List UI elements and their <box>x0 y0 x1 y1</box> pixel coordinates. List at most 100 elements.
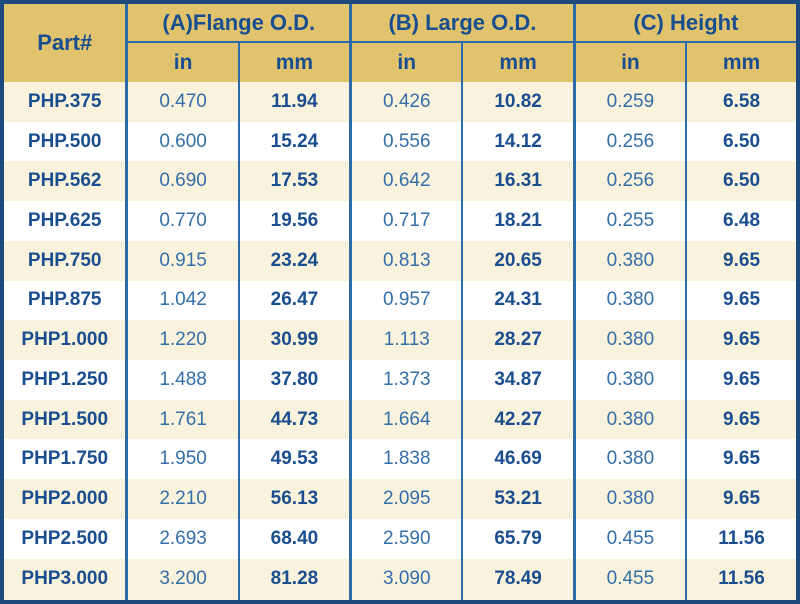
cell-part: PHP1.500 <box>2 399 127 440</box>
cell-a-mm: 23.24 <box>237 240 351 281</box>
cell-a-mm: 26.47 <box>237 280 351 321</box>
cell-b-in: 1.664 <box>349 399 463 440</box>
cell-part: PHP1.000 <box>2 320 127 361</box>
unit-header-c-in: in <box>572 42 687 82</box>
cell-a-in: 1.042 <box>125 280 239 321</box>
cell-c-mm: 9.65 <box>685 280 798 321</box>
cell-b-in: 0.556 <box>349 121 463 162</box>
cell-c-in: 0.380 <box>572 479 687 519</box>
cell-a-mm: 49.53 <box>237 439 351 480</box>
cell-b-in: 0.642 <box>349 161 463 202</box>
cell-c-mm: 9.65 <box>685 360 798 400</box>
unit-header-c-mm: mm <box>685 42 798 82</box>
cell-c-in: 0.259 <box>572 82 687 122</box>
unit-header-b-mm: mm <box>461 42 575 82</box>
column-group-height: (C) Height <box>572 2 798 43</box>
cell-part: PHP.625 <box>2 201 127 241</box>
cell-c-in: 0.380 <box>572 399 687 440</box>
cell-a-in: 2.210 <box>125 479 239 519</box>
cell-c-mm: 11.56 <box>685 518 798 559</box>
table-header: Part# (A)Flange O.D. (B) Large O.D. (C) … <box>2 2 798 82</box>
cell-a-mm: 11.94 <box>237 82 351 122</box>
cell-part: PHP1.250 <box>2 360 127 400</box>
cell-c-mm: 6.48 <box>685 201 798 241</box>
cell-part: PHP.500 <box>2 121 127 162</box>
cell-b-mm: 65.79 <box>461 518 575 559</box>
cell-c-in: 0.380 <box>572 320 687 361</box>
cell-a-mm: 81.28 <box>237 558 351 602</box>
cell-b-in: 1.373 <box>349 360 463 400</box>
cell-c-in: 0.255 <box>572 201 687 241</box>
table-row: PHP.562 0.690 17.53 0.642 16.31 0.256 6.… <box>2 161 798 202</box>
cell-b-mm: 18.21 <box>461 201 575 241</box>
cell-part: PHP1.750 <box>2 439 127 480</box>
cell-b-in: 2.590 <box>349 518 463 559</box>
cell-b-mm: 46.69 <box>461 439 575 480</box>
table-row: PHP3.000 3.200 81.28 3.090 78.49 0.455 1… <box>2 558 798 602</box>
cell-b-in: 1.838 <box>349 439 463 480</box>
cell-a-in: 2.693 <box>125 518 239 559</box>
unit-header-a-mm: mm <box>237 42 351 82</box>
cell-a-in: 1.220 <box>125 320 239 361</box>
column-header-part: Part# <box>2 2 127 82</box>
cell-b-mm: 34.87 <box>461 360 575 400</box>
cell-a-in: 1.761 <box>125 399 239 440</box>
cell-a-mm: 30.99 <box>237 320 351 361</box>
cell-c-in: 0.380 <box>572 439 687 480</box>
cell-b-in: 2.095 <box>349 479 463 519</box>
table-row: PHP.625 0.770 19.56 0.717 18.21 0.255 6.… <box>2 201 798 241</box>
cell-part: PHP.875 <box>2 280 127 321</box>
cell-c-mm: 6.50 <box>685 121 798 162</box>
cell-b-in: 0.717 <box>349 201 463 241</box>
table-row: PHP.875 1.042 26.47 0.957 24.31 0.380 9.… <box>2 280 798 321</box>
cell-part: PHP.375 <box>2 82 127 122</box>
cell-b-mm: 14.12 <box>461 121 575 162</box>
cell-a-in: 0.915 <box>125 240 239 281</box>
cell-b-mm: 20.65 <box>461 240 575 281</box>
cell-a-in: 1.488 <box>125 360 239 400</box>
cell-b-in: 3.090 <box>349 558 463 602</box>
table-row: PHP.500 0.600 15.24 0.556 14.12 0.256 6.… <box>2 121 798 162</box>
cell-c-in: 0.455 <box>572 518 687 559</box>
cell-c-mm: 11.56 <box>685 558 798 602</box>
cell-b-mm: 10.82 <box>461 82 575 122</box>
cell-c-mm: 6.58 <box>685 82 798 122</box>
cell-b-mm: 24.31 <box>461 280 575 321</box>
cell-a-in: 0.770 <box>125 201 239 241</box>
cell-part: PHP2.500 <box>2 518 127 559</box>
cell-part: PHP.750 <box>2 240 127 281</box>
cell-c-in: 0.380 <box>572 280 687 321</box>
cell-a-mm: 68.40 <box>237 518 351 559</box>
table-row: PHP.750 0.915 23.24 0.813 20.65 0.380 9.… <box>2 240 798 281</box>
cell-c-mm: 6.50 <box>685 161 798 202</box>
cell-b-in: 1.113 <box>349 320 463 361</box>
cell-a-mm: 56.13 <box>237 479 351 519</box>
cell-a-in: 3.200 <box>125 558 239 602</box>
cell-b-in: 0.426 <box>349 82 463 122</box>
table-row: PHP2.000 2.210 56.13 2.095 53.21 0.380 9… <box>2 479 798 519</box>
cell-a-mm: 17.53 <box>237 161 351 202</box>
column-group-large-od: (B) Large O.D. <box>349 2 575 43</box>
table-row: PHP1.000 1.220 30.99 1.113 28.27 0.380 9… <box>2 320 798 361</box>
cell-a-mm: 37.80 <box>237 360 351 400</box>
cell-b-mm: 78.49 <box>461 558 575 602</box>
table-row: PHP1.500 1.761 44.73 1.664 42.27 0.380 9… <box>2 399 798 440</box>
cell-b-mm: 16.31 <box>461 161 575 202</box>
cell-part: PHP3.000 <box>2 558 127 602</box>
cell-part: PHP2.000 <box>2 479 127 519</box>
table-row: PHP1.250 1.488 37.80 1.373 34.87 0.380 9… <box>2 360 798 400</box>
cell-b-mm: 53.21 <box>461 479 575 519</box>
unit-header-a-in: in <box>125 42 239 82</box>
cell-c-mm: 9.65 <box>685 399 798 440</box>
cell-c-in: 0.256 <box>572 121 687 162</box>
cell-part: PHP.562 <box>2 161 127 202</box>
cell-a-mm: 44.73 <box>237 399 351 440</box>
table-row: PHP1.750 1.950 49.53 1.838 46.69 0.380 9… <box>2 439 798 480</box>
table-row: PHP.375 0.470 11.94 0.426 10.82 0.259 6.… <box>2 82 798 122</box>
cell-a-in: 1.950 <box>125 439 239 480</box>
cell-a-mm: 15.24 <box>237 121 351 162</box>
cell-c-mm: 9.65 <box>685 240 798 281</box>
cell-b-in: 0.957 <box>349 280 463 321</box>
